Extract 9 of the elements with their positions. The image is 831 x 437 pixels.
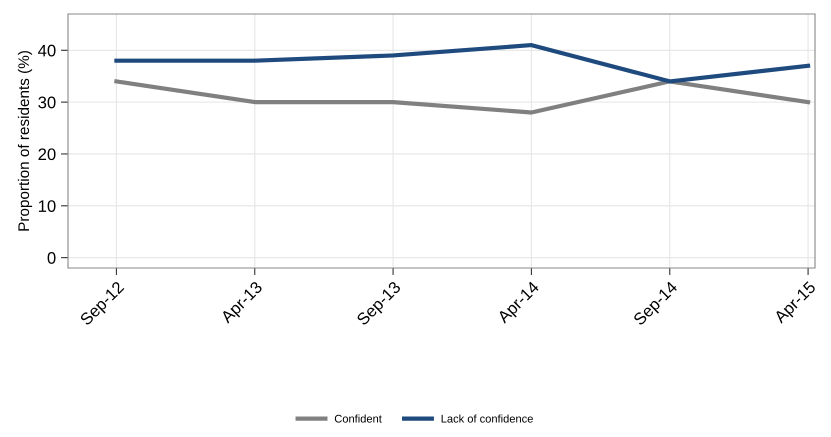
line-series xyxy=(114,43,810,84)
y-axis-title: Proportion of residents (%) xyxy=(18,51,32,231)
y-tick-label: 0 xyxy=(48,252,56,264)
legend-label: Lack of confidence xyxy=(442,414,533,423)
y-tick-label: 20 xyxy=(38,148,56,160)
y-tick-label: 40 xyxy=(38,44,56,56)
y-tick-label: 10 xyxy=(38,200,56,212)
y-tick-label: 30 xyxy=(38,96,56,108)
legend-label: Confident xyxy=(334,414,382,423)
